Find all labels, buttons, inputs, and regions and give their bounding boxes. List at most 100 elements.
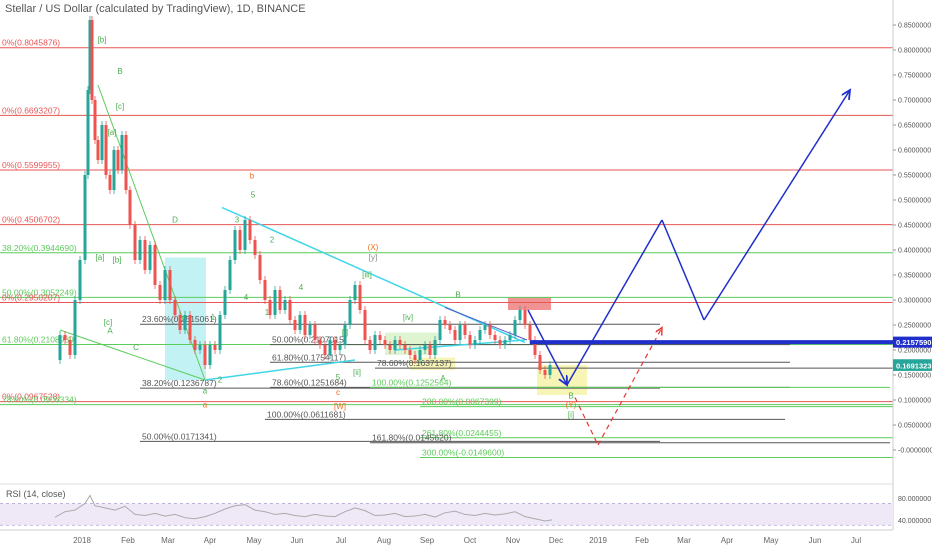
wave-label-31: A [440,374,446,383]
wave-label-7: A [107,327,113,336]
fib-label-8: 61.80%(0.2108989) [2,335,77,345]
price-badge-2 [893,359,932,371]
wave-label-20: a [203,401,208,410]
price-tick-label-6: 0.5500000 [898,173,931,180]
wave-label-23: (X) [368,243,379,252]
rsi-tick-label-0: 80.000000 [898,496,931,503]
fib-label-9: 50.00%(0.2107015) [272,335,347,345]
rsi-panel: 80.000000 40.000000 [0,494,931,526]
price-tick-label-13: 0.2000000 [898,348,931,355]
price-tick-label-1: 0.8000000 [898,48,931,55]
zone-4 [537,365,587,395]
fib-label-20: 50.00%(0.0171341) [142,431,217,441]
wave-label-2: [c] [116,102,124,111]
rsi-line [54,494,553,522]
wave-label-29: [W] [334,402,346,411]
price-axis[interactable]: 0.8500000 0.8000000 0.7500000 0.7000000 0.65… [893,23,932,455]
trendline-6 [527,309,567,385]
trendline-11 [597,328,662,446]
wave-label-10: b [250,172,255,181]
time-tick-label-4: May [246,536,261,545]
time-tick-label-6: Jul [336,536,346,545]
fib-label-11: 78.60%(0.1637137) [377,358,452,368]
wave-label-21: 5 [336,373,341,382]
rsi-tick-label-1: 40.000000 [898,518,931,525]
wave-label-18: 2 [218,376,223,385]
wave-labels: [b]B[c][a]D[b][a]A[c]Cb53244112aa5c(X)[y… [96,36,577,420]
chart-title: Stellar / US Dollar (calculated by Tradi… [5,3,306,15]
fib-label-15: 0%(0.0967528) [2,392,60,402]
trendline-3 [221,206,526,344]
wave-label-19: a [203,387,208,396]
trendline-9 [703,90,850,321]
fib-label-10: 61.80%(0.1754117) [272,352,346,362]
price-tick-label-2: 0.7500000 [898,73,931,80]
wave-label-25: [iii] [362,271,372,280]
trendline-5 [444,307,528,341]
wave-label-30: B [455,291,460,300]
fib-label-17: 200.00%(0.0867399) [422,397,502,407]
wave-label-0: [b] [98,36,107,45]
fib-label-5: 50.00%(0.3052249) [2,287,77,297]
price-tick-label-14: 0.1500000 [898,373,931,380]
fib-label-13: 78.60%(0.1251684) [272,377,347,387]
trendline-8 [661,219,705,321]
trendline-7 [566,219,663,386]
rsi-label: RSI (14, close) [6,489,66,499]
price-tick-label-9: 0.4000000 [898,248,931,255]
time-tick-label-15: Apr [721,536,734,545]
zone-2 [410,357,455,370]
rsi-band [0,503,893,526]
price-badge-0 [893,336,932,348]
time-tick-label-2: Mar [161,536,175,545]
fib-label-6: 0%(0.2950207) [2,292,60,302]
wave-label-9: C [133,343,139,352]
price-tick-label-5: 0.6000000 [898,148,931,155]
time-tick-label-17: Jun [809,536,822,545]
wave-label-32: B [568,392,573,401]
wave-label-3: [a] [108,128,117,137]
time-tick-label-18: Jul [851,536,861,545]
wave-label-24: [y] [369,253,377,262]
fib-label-18: 100.00%(0.0611681) [267,409,346,419]
fib-label-2: 0%(0.5599955) [2,160,60,170]
wave-label-5: [b] [113,256,122,265]
price-tick-label-17: -0.0000000 [898,448,932,455]
wave-label-4: D [172,216,178,225]
zone-3 [508,297,551,310]
time-tick-label-7: Aug [377,536,391,545]
wave-label-13: 2 [270,236,275,245]
price-badge-label-2: 0.1691323 [896,361,931,370]
price-tick-label-11: 0.3000000 [898,298,931,305]
wave-label-34: [i] [568,411,574,420]
time-tick-label-0: 2018 [73,536,91,545]
wave-label-12: 3 [235,216,240,225]
trendlines [59,84,850,446]
wave-label-22: c [336,388,340,397]
fib-label-4: 38.20%(0.3944690) [2,243,77,253]
price-tick-label-15: 0.1000000 [898,398,931,405]
price-tick-label-7: 0.5000000 [898,198,931,205]
price-tick-label-16: 0.0500000 [898,423,931,430]
fib-label-3: 0%(0.4506702) [2,215,60,225]
fib-label-19: 261.80%(0.0244455) [422,428,502,438]
wave-label-14: 4 [244,293,249,302]
price-tick-label-10: 0.3500000 [898,273,931,280]
fib-label-0: 0%(0.8045876) [2,38,60,48]
price-tick-label-0: 0.8500000 [898,23,931,30]
time-tick-label-3: Apr [204,536,217,545]
time-tick-label-9: Oct [464,536,477,545]
time-tick-label-16: May [763,536,778,545]
time-axis[interactable]: 2018 Feb Mar Apr May Jun Jul Aug Sep Oct Nov Dec 201… [73,536,861,545]
fib-label-12: 38.20%(0.1236787) [142,378,217,388]
trendline-0 [97,84,206,381]
time-tick-label-11: Dec [549,536,563,545]
time-tick-label-10: Nov [506,536,520,545]
wave-label-28: [ii] [353,368,361,377]
fib-label-14: 100.00%(0.1252564) [372,377,452,387]
price-badge-label-0: 0.2157590 [896,338,931,347]
wave-label-17: 1 [265,308,270,317]
